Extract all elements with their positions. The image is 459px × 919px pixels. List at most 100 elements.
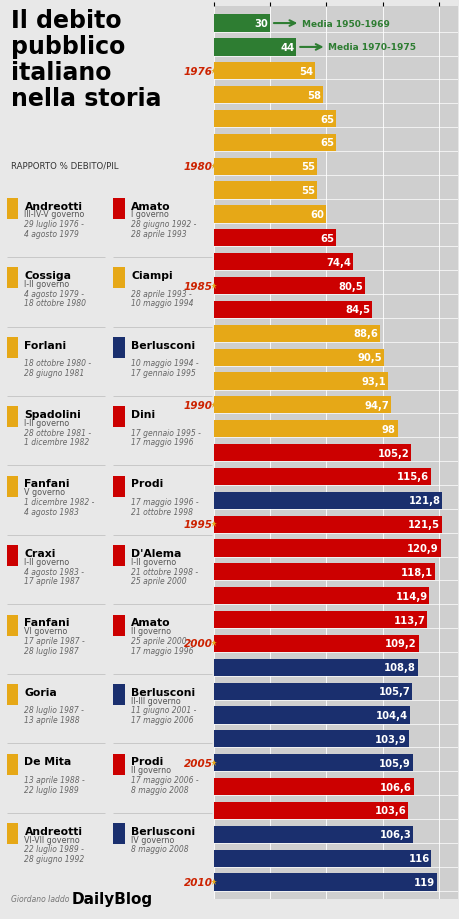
- Text: Il debito
pubblico
italiano
nella storia: Il debito pubblico italiano nella storia: [11, 9, 161, 110]
- Bar: [7, 337, 18, 358]
- Text: 22 luglio 1989: 22 luglio 1989: [24, 785, 79, 794]
- Text: 105,9: 105,9: [378, 758, 410, 768]
- Text: 1990: 1990: [184, 401, 213, 411]
- Text: 28 giugno 1981: 28 giugno 1981: [24, 369, 84, 378]
- Text: 44: 44: [280, 43, 294, 53]
- Text: Spadolini: Spadolini: [24, 410, 81, 420]
- Text: 114,9: 114,9: [395, 591, 426, 601]
- Bar: [7, 199, 18, 220]
- Bar: [213, 111, 335, 128]
- Text: 65: 65: [319, 114, 333, 124]
- Text: 17 maggio 1996 -: 17 maggio 1996 -: [131, 497, 198, 506]
- Text: 55: 55: [301, 186, 314, 196]
- Text: Media 1970-1975: Media 1970-1975: [328, 43, 415, 52]
- Bar: [213, 778, 413, 795]
- Text: Prodi: Prodi: [131, 479, 163, 489]
- Text: 65: 65: [319, 233, 333, 244]
- Text: 2005: 2005: [184, 758, 213, 768]
- Text: 30: 30: [254, 19, 268, 29]
- Bar: [113, 823, 125, 844]
- Bar: [213, 731, 408, 748]
- Text: II governo: II governo: [131, 627, 171, 636]
- Text: Fanfani: Fanfani: [24, 479, 70, 489]
- Text: 121,8: 121,8: [408, 495, 439, 505]
- Text: 11 giugno 2001 -: 11 giugno 2001 -: [131, 706, 196, 715]
- Text: 17 maggio 1996: 17 maggio 1996: [131, 437, 193, 447]
- Bar: [213, 539, 440, 557]
- Text: 13 aprile 1988: 13 aprile 1988: [24, 715, 80, 724]
- Text: 17 maggio 1996: 17 maggio 1996: [131, 646, 193, 655]
- Bar: [7, 476, 18, 497]
- Text: 103,6: 103,6: [374, 806, 405, 815]
- Bar: [113, 754, 125, 775]
- Text: 84,5: 84,5: [345, 305, 369, 315]
- Text: 17 gennaio 1995 -: 17 gennaio 1995 -: [131, 428, 201, 437]
- Text: 25 aprile 2000 -: 25 aprile 2000 -: [131, 636, 191, 645]
- Text: I-II governo: I-II governo: [24, 557, 70, 566]
- Text: 65: 65: [319, 138, 333, 148]
- Bar: [7, 685, 18, 705]
- Text: 21 ottobre 1998: 21 ottobre 1998: [131, 507, 193, 516]
- Text: I-II governo: I-II governo: [24, 418, 70, 427]
- Text: 28 ottobre 1981 -: 28 ottobre 1981 -: [24, 428, 91, 437]
- Text: 28 giugno 1992: 28 giugno 1992: [24, 854, 84, 863]
- Text: 121,5: 121,5: [407, 519, 439, 529]
- Bar: [113, 268, 125, 289]
- Text: 28 luglio 1987 -: 28 luglio 1987 -: [24, 706, 84, 715]
- Bar: [113, 685, 125, 705]
- Text: 2010: 2010: [184, 877, 213, 887]
- Bar: [113, 546, 125, 566]
- Bar: [213, 683, 411, 700]
- Text: 22 luglio 1989 -: 22 luglio 1989 -: [24, 845, 84, 854]
- Text: 106,3: 106,3: [379, 830, 410, 839]
- Text: Berlusconi: Berlusconi: [131, 826, 195, 836]
- Bar: [113, 407, 125, 427]
- Text: Prodi: Prodi: [131, 756, 163, 766]
- Bar: [113, 199, 125, 220]
- Text: De Mita: De Mita: [24, 756, 72, 766]
- Bar: [213, 134, 335, 152]
- Bar: [213, 16, 269, 32]
- Bar: [213, 493, 442, 509]
- Text: Media 1950-1969: Media 1950-1969: [302, 19, 389, 28]
- Text: 88,6: 88,6: [353, 329, 377, 339]
- Text: Andreotti: Andreotti: [24, 826, 82, 836]
- Bar: [213, 826, 412, 843]
- Text: I governo: I governo: [131, 210, 169, 220]
- Bar: [7, 546, 18, 566]
- Text: 17 maggio 2006 -: 17 maggio 2006 -: [131, 775, 198, 784]
- Bar: [213, 850, 431, 867]
- Text: 54: 54: [298, 67, 313, 76]
- Text: 18 ottobre 1980 -: 18 ottobre 1980 -: [24, 358, 91, 368]
- Text: Dini: Dini: [131, 410, 155, 420]
- Text: Forlani: Forlani: [24, 340, 67, 350]
- Text: 80,5: 80,5: [337, 281, 362, 291]
- Text: 119: 119: [413, 877, 434, 887]
- Bar: [213, 301, 371, 319]
- Bar: [213, 397, 391, 414]
- Text: 113,7: 113,7: [392, 615, 424, 625]
- Text: 90,5: 90,5: [356, 353, 381, 363]
- Text: I-II governo: I-II governo: [131, 557, 176, 566]
- Text: 8 maggio 2008: 8 maggio 2008: [131, 785, 189, 794]
- Text: 98: 98: [381, 425, 395, 434]
- Text: Craxi: Craxi: [24, 549, 56, 559]
- Text: 13 aprile 1988 -: 13 aprile 1988 -: [24, 775, 85, 784]
- Text: 116: 116: [408, 853, 429, 863]
- Text: 108,8: 108,8: [383, 663, 415, 673]
- Text: 1 dicembre 1982 -: 1 dicembre 1982 -: [24, 497, 95, 506]
- Bar: [7, 407, 18, 427]
- Text: 29 luglio 1976 -: 29 luglio 1976 -: [24, 220, 84, 229]
- Bar: [213, 349, 383, 367]
- Bar: [113, 615, 125, 636]
- Text: 4 agosto 1979 -: 4 agosto 1979 -: [24, 289, 84, 299]
- Bar: [213, 325, 379, 343]
- Text: D'Alema: D'Alema: [131, 549, 181, 559]
- Text: 17 aprile 1987: 17 aprile 1987: [24, 576, 80, 585]
- Text: II governo: II governo: [131, 766, 171, 775]
- Text: 1 dicembre 1982: 1 dicembre 1982: [24, 437, 90, 447]
- Bar: [113, 476, 125, 497]
- Text: 1985: 1985: [184, 281, 213, 291]
- Text: 60: 60: [310, 210, 324, 220]
- Bar: [213, 707, 409, 724]
